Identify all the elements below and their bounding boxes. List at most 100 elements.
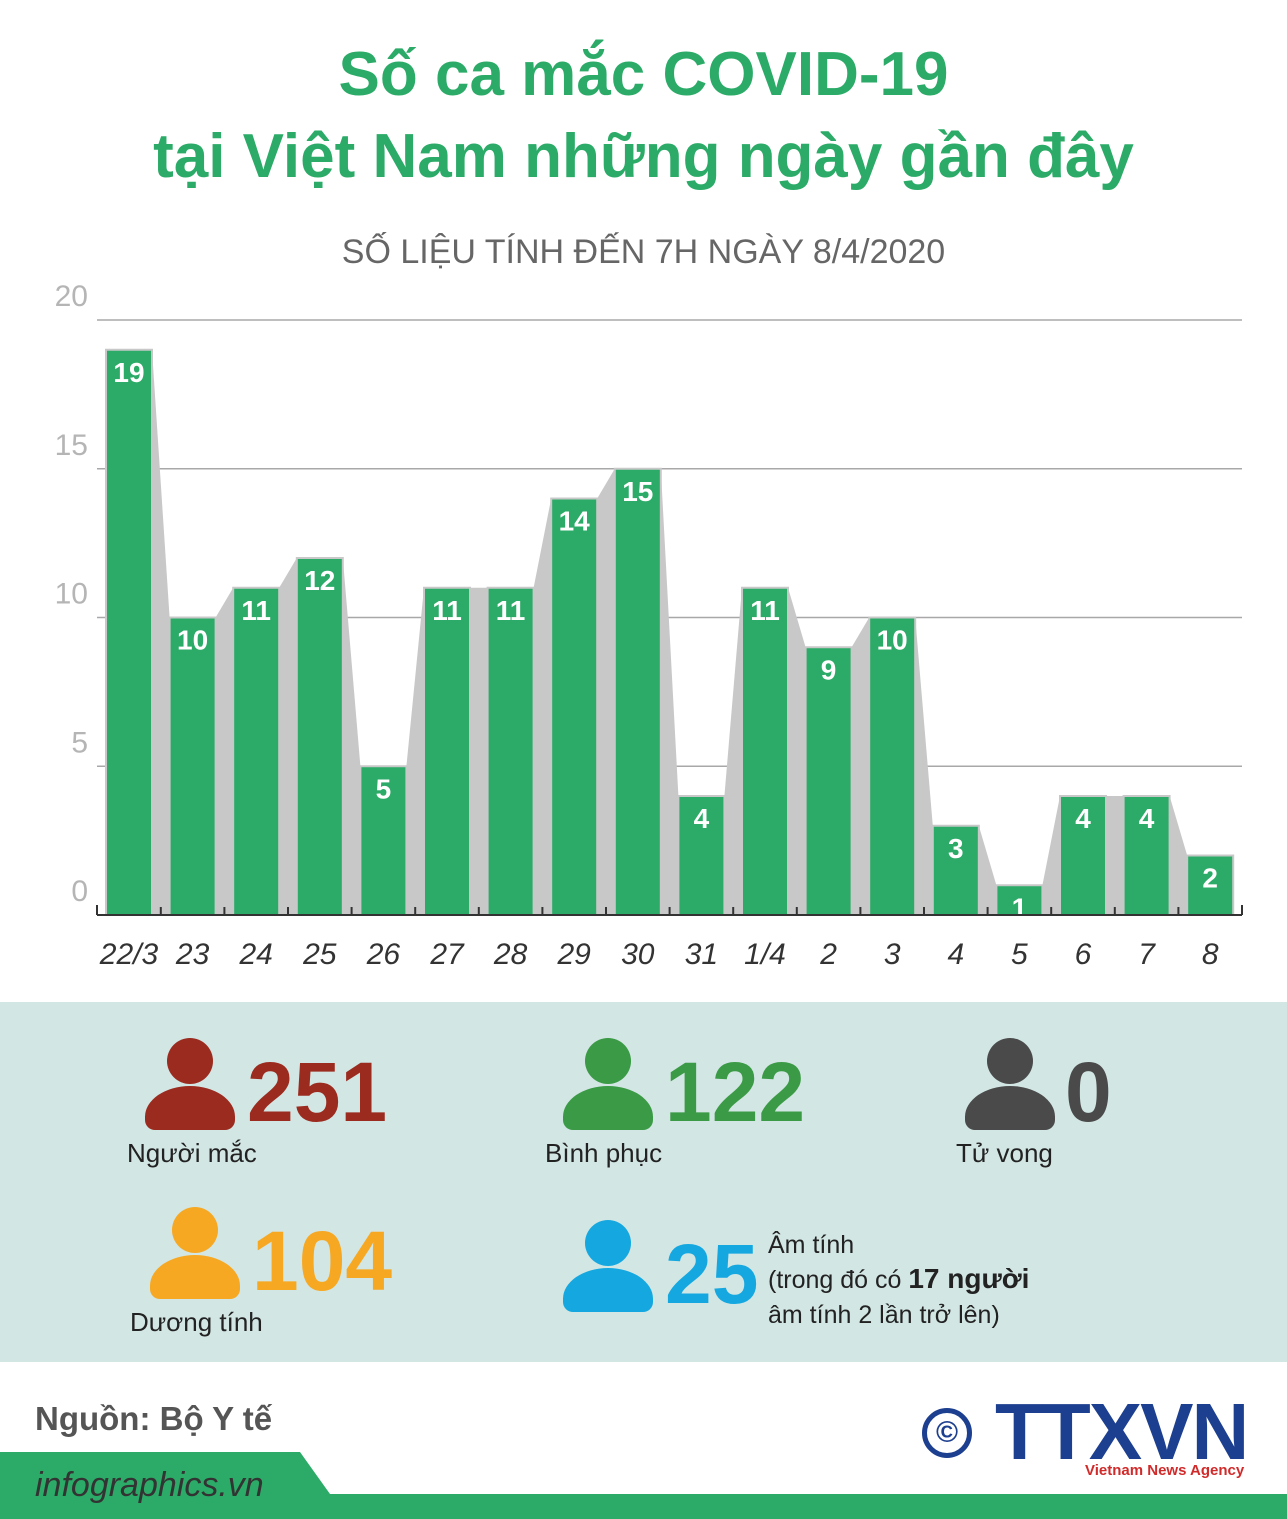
- ttxvn-logo-subtitle: Vietnam News Agency: [1085, 1462, 1245, 1479]
- y-tick-label: 5: [71, 726, 88, 759]
- y-tick-label: 20: [55, 280, 88, 313]
- x-tick-label: 5: [1011, 938, 1028, 971]
- bar-value-label: 3: [948, 833, 964, 864]
- bar-shadow: [851, 617, 870, 915]
- x-tick-label: 24: [239, 938, 273, 971]
- positive-count: 104: [252, 1214, 393, 1308]
- bar: [613, 467, 662, 916]
- x-tick-label: 27: [429, 938, 465, 971]
- bar-value-label: 10: [877, 625, 908, 656]
- bar-value-label: 11: [496, 595, 526, 626]
- bar: [1186, 854, 1235, 916]
- y-tick-label: 0: [71, 875, 88, 908]
- bar-shadow: [978, 825, 997, 915]
- bar-shadow: [406, 587, 424, 915]
- bar-value-label: 10: [177, 625, 208, 656]
- x-tick-label: 30: [621, 938, 655, 971]
- page-title-line1: Số ca mắc COVID-19: [338, 40, 949, 109]
- bar-shadow: [533, 498, 552, 915]
- recovered-label: Bình phục: [545, 1138, 663, 1168]
- bar: [295, 557, 344, 916]
- person-icon: [145, 1038, 235, 1130]
- infected-label: Người mắc: [127, 1138, 257, 1168]
- person-icon: [563, 1038, 653, 1130]
- bar: [423, 586, 471, 916]
- bar: [232, 586, 281, 916]
- bar-shadow: [1042, 796, 1060, 915]
- x-tick-label: 28: [493, 938, 528, 971]
- x-tick-label: 22/3: [99, 938, 159, 971]
- x-tick-label: 8: [1202, 938, 1219, 971]
- negative-note-line3: âm tính 2 lần trở lên): [768, 1301, 1000, 1329]
- stats-panel: 251 Người mắc 122 Bình phục 0 Tử vong 10…: [0, 1002, 1287, 1362]
- bar-shadow: [470, 587, 488, 915]
- y-tick-label: 10: [55, 578, 88, 611]
- bar-value-label: 4: [1075, 803, 1091, 834]
- person-icon: [150, 1207, 240, 1299]
- source-text: Nguồn: Bộ Y tế: [35, 1400, 273, 1437]
- chart-subtitle: SỐ LIỆU TÍNH ĐẾN 7H NGÀY 8/4/2020: [341, 233, 946, 271]
- x-tick-label: 26: [366, 938, 401, 971]
- bar-value-label: 2: [1202, 863, 1218, 894]
- bar-value-label: 12: [304, 565, 335, 596]
- bar-shadow: [215, 587, 234, 915]
- bar-shadow: [152, 349, 170, 915]
- x-tick-label: 2: [819, 938, 837, 971]
- deaths-count: 0: [1065, 1045, 1112, 1139]
- bar: [804, 646, 853, 916]
- bar-shadow: [1106, 796, 1124, 915]
- bar-value-label: 4: [1139, 803, 1155, 834]
- bar-shadow: [279, 558, 297, 915]
- bar-shadow: [597, 468, 615, 915]
- bar: [168, 616, 217, 916]
- deaths-label: Tử vong: [956, 1138, 1053, 1168]
- bar-shadow: [660, 468, 679, 915]
- bar-value-label: 4: [694, 803, 710, 834]
- bar: [995, 884, 1044, 916]
- bar: [741, 586, 789, 916]
- x-tick-label: 23: [175, 938, 210, 971]
- bar: [1122, 795, 1171, 916]
- bar-shadow: [915, 617, 933, 915]
- x-tick-label: 31: [685, 938, 718, 971]
- negative-note-prefix: (trong đó có: [768, 1266, 909, 1294]
- x-tick-label: 25: [302, 938, 337, 971]
- footer-tab: [0, 1452, 330, 1494]
- person-icon: [965, 1038, 1055, 1130]
- bar: [105, 348, 153, 916]
- infected-count: 251: [247, 1045, 388, 1139]
- x-tick-label: 3: [884, 938, 901, 971]
- person-icon: [563, 1220, 653, 1312]
- website-link[interactable]: infographics.vn: [35, 1466, 264, 1504]
- bar-shadow: [724, 587, 742, 915]
- negative-label: Âm tính: [768, 1231, 855, 1259]
- copyright-icon: ©: [922, 1408, 972, 1458]
- bar: [359, 765, 408, 916]
- bar-value-label: 1: [1012, 892, 1028, 923]
- x-tick-label: 4: [947, 938, 964, 971]
- bar-value-label: 5: [376, 773, 392, 804]
- bar-value-label: 15: [622, 476, 653, 507]
- x-tick-label: 29: [557, 938, 592, 971]
- bar-value-label: 14: [559, 506, 591, 537]
- recovered-count: 122: [665, 1045, 806, 1139]
- bar: [1059, 795, 1107, 916]
- x-tick-label: 7: [1138, 938, 1156, 971]
- ttxvn-logo: TTXVN: [995, 1387, 1249, 1476]
- bar-value-label: 11: [432, 595, 462, 626]
- bar: [486, 586, 535, 916]
- x-tick-label: 6: [1075, 938, 1092, 971]
- bar-value-label: 19: [113, 357, 144, 388]
- bar: [550, 497, 599, 916]
- x-tick-label: 1/4: [744, 938, 786, 971]
- bar-value-label: 9: [821, 654, 837, 685]
- bar-shadow: [342, 558, 361, 915]
- footer-band: [0, 1494, 1287, 1519]
- bar-shadow: [788, 587, 806, 915]
- negative-count: 25: [665, 1227, 759, 1321]
- negative-note: (trong đó có 17 người: [768, 1262, 1029, 1297]
- negative-note-bold: 17 người: [908, 1263, 1030, 1294]
- bar-value-label: 11: [241, 595, 271, 626]
- bar-shadow: [1169, 796, 1188, 915]
